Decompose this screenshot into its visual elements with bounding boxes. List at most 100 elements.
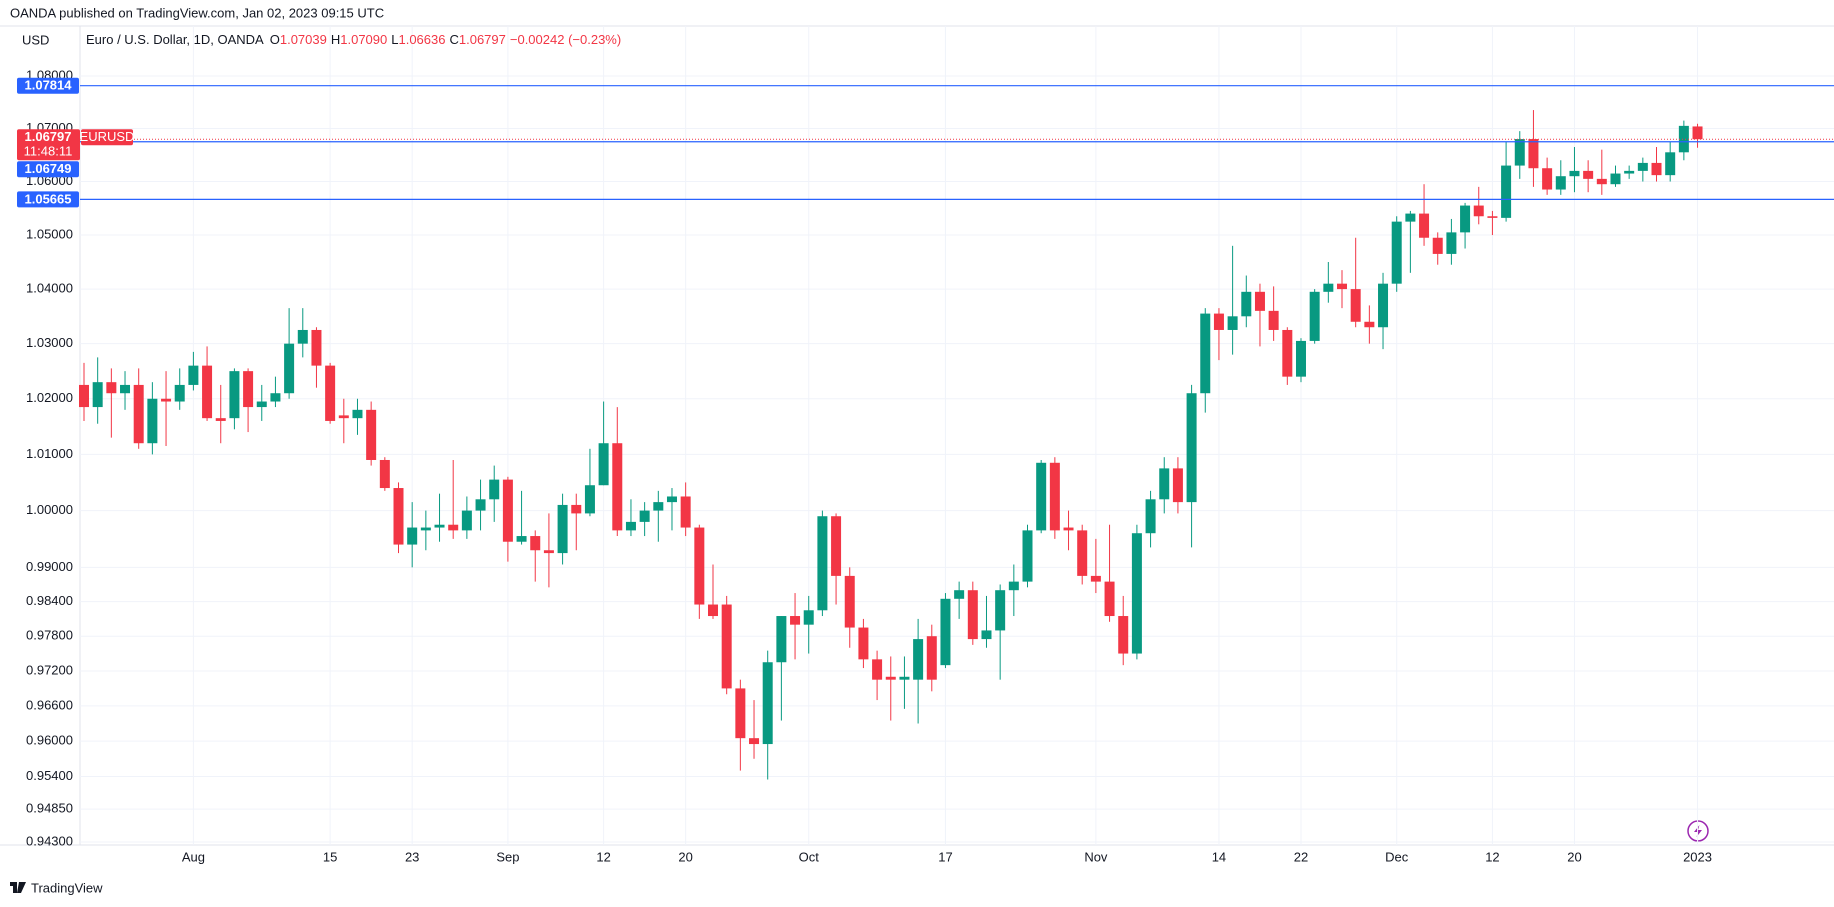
x-tick-label: 20 [1567,849,1581,864]
candle-body [940,598,951,666]
y-tick-label: 1.03000 [26,335,73,350]
candle-body [1172,468,1183,503]
candle-body [584,485,595,514]
candle-body [981,630,992,640]
candle-body [79,384,89,408]
x-tick-label: 2023 [1683,849,1712,864]
candle-body [557,504,568,554]
candle-body [735,688,746,739]
x-tick-label: 22 [1294,849,1308,864]
x-tick-label: 20 [678,849,692,864]
candle-body [1022,530,1033,582]
candle-body [1213,313,1224,330]
candle-body [502,479,513,542]
candle-body [1036,462,1047,531]
y-tick-label: 0.94850 [26,801,73,816]
chart-title: OANDA published on TradingView.com, Jan … [10,5,384,20]
legend-value: 1.06797 [459,32,506,47]
candle-body [379,459,390,489]
candle-body [1555,176,1566,190]
legend-prefix: O [270,32,280,47]
candle-body [1487,216,1498,218]
candle-body [530,536,541,551]
candle-body [1309,291,1320,341]
x-tick-label: Dec [1385,849,1409,864]
candles [79,110,1703,780]
candle-body [270,393,281,402]
brand-logo[interactable] [10,882,26,893]
candle-body [461,510,472,531]
candle-body [1542,168,1553,190]
candle-body [325,365,336,421]
candle-body [475,499,486,511]
candle-body [1131,533,1142,654]
candle-body [680,496,691,528]
candle-body [256,401,267,408]
level-label: 1.05665 [25,191,72,206]
legend-symbol: Euro / U.S. Dollar, 1D, OANDA [86,32,264,47]
candle-body [1501,165,1512,218]
candle-body [913,639,924,680]
candle-body [995,590,1006,631]
candle-body [1610,173,1621,185]
countdown-label: 11:48:11 [24,144,73,159]
candle-body [954,590,965,599]
candle-body [1692,126,1703,140]
candle-body [1008,581,1019,591]
candle-body [1665,152,1676,176]
legend-value: 1.07039 [280,32,327,47]
legend-change: −0.00242 (−0.23%) [510,32,621,47]
candle-body [1419,213,1430,238]
y-tick-label: 0.96000 [26,733,73,748]
x-tick-label: 15 [323,849,337,864]
brand-name: TradingView [31,880,103,895]
candle-body [926,636,937,680]
candle-body [967,590,978,640]
candle-body [120,384,131,394]
candle-body [1651,162,1662,176]
legend-prefix: C [449,32,458,47]
candle-body [229,371,240,419]
candle-body [133,384,144,444]
level-label: 1.06749 [25,161,72,176]
candle-body [1583,170,1594,179]
x-tick-label: 12 [596,849,610,864]
candle-body [831,516,842,576]
x-tick-label: 23 [405,849,419,864]
candle-body [1049,462,1060,531]
candle-body [1678,125,1689,153]
legend-prefix: L [391,32,398,47]
candle-body [1090,575,1101,582]
candle-body [1391,221,1402,284]
candle-body [776,616,787,663]
candle-body [1364,321,1375,328]
logo-mark [10,882,26,893]
candle-body [1323,283,1334,292]
y-tick-label: 0.98400 [26,593,73,608]
y-tick-label: 1.05000 [26,226,73,241]
level-label-box [17,161,79,178]
candle-body [106,382,117,394]
y-tick-label: 1.02000 [26,390,73,405]
candle-body [1241,291,1252,317]
x-tick-label: Aug [182,849,205,864]
grid [80,26,1834,845]
level-label: 1.07814 [25,78,73,93]
y-tick-label: 0.95400 [26,768,73,783]
y-tick-label: 0.97800 [26,628,73,643]
candle-body [858,627,869,660]
candle-body [1624,170,1635,174]
candle-body [1186,393,1197,503]
candle-body [516,536,527,542]
x-tick-label: 12 [1485,849,1499,864]
candle-body [749,738,760,745]
candle-body [790,616,801,625]
y-tick-label: 0.94300 [26,833,73,848]
candle-body [1145,499,1156,534]
candle-body [92,382,103,408]
candle-body [1282,329,1293,377]
candle-body [352,409,363,419]
candle-body [666,496,677,503]
candle-body [407,527,418,545]
